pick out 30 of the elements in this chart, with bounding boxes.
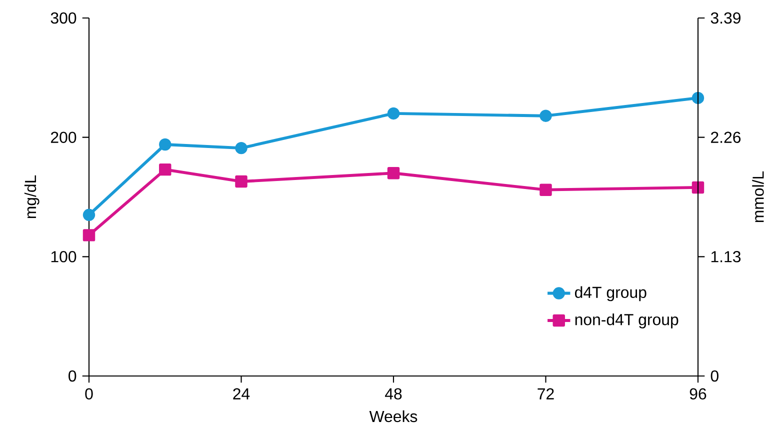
y-tick-label: 100 (51, 251, 76, 262)
y-tick-label: 300 (50, 12, 76, 24)
point (235, 175, 248, 188)
x-tick-label: 48 (385, 388, 402, 400)
y2-tick-label: 1.13 (711, 251, 741, 262)
y-axis-title: mg/dL (24, 175, 40, 218)
point (540, 184, 552, 196)
x-tick-label: 0 (85, 388, 93, 400)
legend-label: non-d4T group (575, 314, 678, 328)
y2-axis-title: mmol/L (752, 171, 764, 222)
point (82, 229, 96, 242)
point (387, 167, 400, 180)
y2-tick-label: 3.39 (710, 12, 740, 24)
y2-tick-label: 0 (710, 370, 718, 382)
y-tick-label: 0 (68, 370, 76, 382)
y-tick-label: 200 (50, 132, 76, 143)
point (692, 181, 704, 194)
point (387, 107, 400, 120)
x-tick-label: 24 (233, 388, 250, 400)
y2-tick-label: 2.26 (711, 132, 741, 143)
point (82, 208, 96, 222)
x-axis-title: Weeks (369, 410, 418, 422)
point (159, 138, 172, 151)
x-tick-label: 72 (538, 388, 554, 400)
x-tick-label: 96 (690, 388, 706, 400)
point (159, 163, 172, 176)
point (692, 92, 704, 104)
point (540, 110, 552, 122)
legend-label: d4T group (575, 286, 646, 302)
point (235, 142, 248, 154)
